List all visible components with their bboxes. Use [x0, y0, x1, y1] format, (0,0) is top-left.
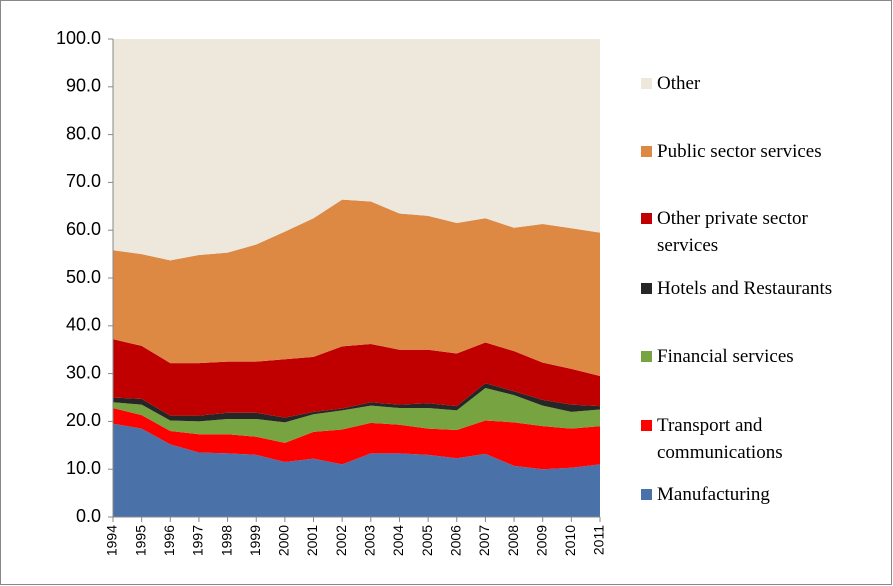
y-tick-label: 20.0 [66, 410, 101, 430]
x-tick-label: 2010 [562, 525, 578, 556]
area [113, 387, 600, 443]
x-tick-label: 2000 [276, 525, 292, 556]
legend-label: Transport and communications [657, 415, 783, 463]
y-tick-label: 10.0 [66, 458, 101, 478]
area [113, 408, 600, 470]
legend-swatch [641, 78, 652, 89]
x-tick-label: 1994 [104, 525, 120, 556]
x-tick-label: 2007 [476, 525, 492, 556]
legend-swatch [641, 351, 652, 362]
area [113, 423, 600, 517]
x-tick-label: 2008 [505, 525, 521, 556]
x-tick-label: 2009 [533, 525, 549, 556]
y-tick-label: 30.0 [66, 362, 101, 382]
x-tick-label: 2001 [304, 525, 320, 556]
area [113, 39, 600, 261]
legend-swatch [641, 420, 652, 431]
legend-swatch [641, 146, 652, 157]
legend-label: Hotels and Restaurants [657, 278, 833, 299]
legend-item: Financial services [641, 343, 881, 370]
x-tick-label: 2003 [362, 525, 378, 556]
legend-item: Public sector services [641, 138, 881, 165]
legend-item: Hotels and Restaurants [641, 275, 881, 302]
legend-item: Other private sector services [641, 205, 881, 259]
y-tick-label: 50.0 [66, 267, 101, 287]
legend-label: Public sector services [657, 141, 822, 162]
x-tick-label: 1999 [247, 525, 263, 556]
x-tick-label: 1998 [218, 525, 234, 556]
x-tick-label: 2004 [390, 525, 406, 556]
x-tick-label: 1995 [132, 525, 148, 556]
y-tick-label: 80.0 [66, 123, 101, 143]
y-tick-label: 60.0 [66, 219, 101, 239]
legend-item: Manufacturing [641, 481, 881, 508]
legend-label: Other private sector services [657, 208, 808, 256]
legend-swatch [641, 213, 652, 224]
legend-swatch [641, 489, 652, 500]
x-tick-label: 2006 [447, 525, 463, 556]
y-tick-label: 70.0 [66, 171, 101, 191]
y-tick-label: 40.0 [66, 315, 101, 335]
area [113, 339, 600, 418]
legend-swatch [641, 283, 652, 294]
x-tick-label: 1996 [161, 525, 177, 556]
y-tick-label: 90.0 [66, 76, 101, 96]
legend-label: Manufacturing [657, 484, 770, 505]
legend-label: Financial services [657, 346, 794, 367]
legend-item: Other [641, 70, 881, 97]
legend-item: Transport and communications [641, 412, 881, 466]
area [113, 199, 600, 376]
x-tick-label: 1997 [190, 525, 206, 556]
y-tick-label: 100.0 [56, 28, 101, 48]
area [113, 383, 600, 423]
legend-label: Other [657, 73, 701, 94]
x-tick-label: 2011 [591, 525, 607, 555]
x-tick-label: 2005 [419, 525, 435, 556]
x-tick-label: 2002 [333, 525, 349, 556]
y-tick-label: 0.0 [76, 506, 101, 526]
